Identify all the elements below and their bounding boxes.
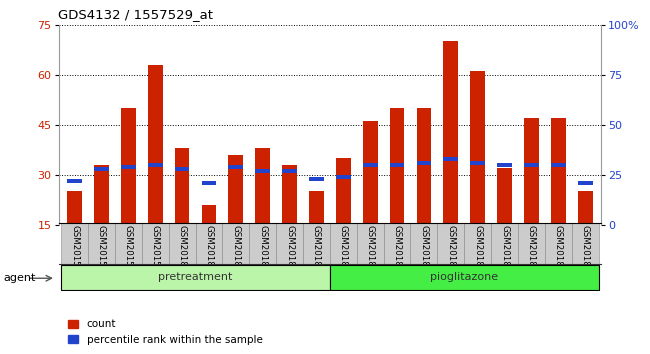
Bar (282, 165, 297, 225)
Bar (551, 163, 566, 167)
Text: GSM201844: GSM201844 (580, 225, 590, 278)
Bar (545, 223, 572, 264)
Bar (389, 108, 404, 225)
Bar (148, 163, 162, 167)
Text: GSM201836: GSM201836 (366, 225, 374, 278)
Bar (497, 163, 512, 167)
Text: GSM201839: GSM201839 (447, 225, 455, 278)
Bar (309, 192, 324, 225)
Text: GSM201830: GSM201830 (205, 225, 213, 278)
Bar (578, 192, 593, 225)
Bar (67, 192, 82, 225)
Bar (417, 108, 432, 225)
Bar (443, 157, 458, 161)
Bar (196, 223, 222, 264)
Text: pioglitazone: pioglitazone (430, 272, 499, 282)
Bar (309, 177, 324, 181)
Text: GDS4132 / 1557529_at: GDS4132 / 1557529_at (58, 8, 213, 21)
Text: GSM201835: GSM201835 (339, 225, 348, 278)
Bar (464, 223, 491, 264)
Legend: count, percentile rank within the sample: count, percentile rank within the sample (64, 315, 266, 349)
Bar (497, 168, 512, 225)
Text: pretreatment: pretreatment (159, 272, 233, 282)
Text: GSM201841: GSM201841 (500, 225, 509, 278)
Bar (94, 167, 109, 171)
Bar (121, 108, 136, 225)
Bar (255, 169, 270, 173)
Text: GSM201544: GSM201544 (124, 225, 133, 278)
Bar (222, 223, 249, 264)
Bar (67, 179, 82, 183)
Text: GSM201833: GSM201833 (285, 225, 294, 278)
Bar (524, 163, 539, 167)
Bar (551, 118, 566, 225)
Bar (384, 223, 411, 264)
Text: GSM201842: GSM201842 (527, 225, 536, 278)
Bar (330, 265, 599, 290)
Bar (168, 223, 196, 264)
Bar (389, 163, 404, 167)
Text: GSM201832: GSM201832 (258, 225, 267, 278)
Bar (330, 223, 357, 264)
Bar (524, 118, 539, 225)
Text: agent: agent (3, 273, 36, 282)
Bar (363, 121, 378, 225)
Bar (61, 223, 88, 264)
Bar (94, 165, 109, 225)
Bar (121, 165, 136, 169)
Text: GSM201543: GSM201543 (97, 225, 106, 278)
Text: GSM201837: GSM201837 (393, 225, 402, 278)
Bar (148, 65, 162, 225)
Bar (228, 155, 243, 225)
Text: GSM201843: GSM201843 (554, 225, 563, 278)
Text: GSM201834: GSM201834 (312, 225, 321, 278)
Bar (443, 41, 458, 225)
Bar (336, 175, 351, 179)
Bar (470, 161, 485, 165)
Bar (142, 223, 168, 264)
Bar (276, 223, 303, 264)
Text: GSM201840: GSM201840 (473, 225, 482, 278)
Text: GSM201838: GSM201838 (419, 225, 428, 278)
Bar (202, 205, 216, 225)
Bar (175, 167, 190, 171)
Bar (572, 223, 599, 264)
Bar (88, 223, 115, 264)
Bar (491, 223, 518, 264)
Bar (411, 223, 437, 264)
Bar (357, 223, 384, 264)
Bar (175, 148, 190, 225)
Text: GSM201545: GSM201545 (151, 225, 160, 278)
Bar (437, 223, 464, 264)
Bar (249, 223, 276, 264)
Bar (303, 223, 330, 264)
Bar (470, 72, 485, 225)
Bar (61, 265, 330, 290)
Text: GSM201831: GSM201831 (231, 225, 240, 278)
Text: GSM201542: GSM201542 (70, 225, 79, 278)
Bar (518, 223, 545, 264)
Text: GSM201829: GSM201829 (177, 225, 187, 278)
Bar (115, 223, 142, 264)
Bar (578, 181, 593, 185)
Bar (363, 163, 378, 167)
Bar (255, 148, 270, 225)
Bar (282, 169, 297, 173)
Bar (417, 161, 432, 165)
Bar (336, 158, 351, 225)
Bar (228, 165, 243, 169)
Bar (202, 181, 216, 185)
